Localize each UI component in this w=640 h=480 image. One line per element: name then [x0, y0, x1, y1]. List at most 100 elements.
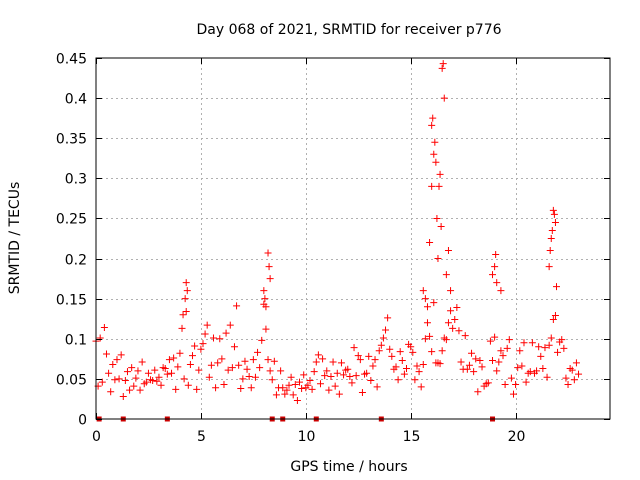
data-point — [365, 352, 373, 360]
data-point — [214, 359, 222, 367]
data-point — [163, 370, 171, 378]
data-point — [193, 385, 201, 393]
data-point — [300, 371, 308, 379]
data-point — [96, 334, 104, 342]
data-point — [545, 341, 553, 349]
data-point — [337, 359, 345, 367]
data-point — [195, 366, 203, 374]
data-point — [419, 360, 427, 368]
data-point — [558, 336, 566, 344]
data-point — [107, 388, 115, 396]
data-point — [153, 377, 161, 385]
data-point — [402, 364, 410, 372]
data-point — [327, 372, 335, 380]
data-point — [285, 381, 293, 389]
data-point — [235, 361, 243, 369]
data-point — [461, 332, 469, 340]
data-point — [287, 373, 295, 381]
data-point — [266, 275, 274, 283]
tick-labels: 0 0.05 0.1 0.15 0.2 0.25 0.3 0.35 0.4 0.45 0 5 10 15 2… — [56, 52, 526, 446]
x-axis-label: GPS time / hours — [290, 459, 407, 475]
data-point — [316, 380, 324, 388]
data-point — [546, 247, 554, 255]
data-point — [233, 302, 241, 310]
data-point — [417, 383, 425, 391]
data-point — [503, 344, 511, 352]
data-point — [392, 363, 400, 371]
data-point — [348, 379, 356, 387]
data-point — [191, 342, 199, 350]
data-point — [386, 345, 394, 353]
data-point — [507, 374, 515, 382]
data-point — [325, 386, 333, 394]
data-point — [172, 385, 180, 393]
data-point — [254, 348, 262, 356]
data-point — [518, 362, 526, 370]
y-tick-label: 0.45 — [56, 52, 87, 68]
data-point — [476, 356, 484, 364]
data-point — [262, 325, 270, 333]
data-point — [575, 370, 583, 378]
data-point — [388, 352, 396, 360]
data-point — [113, 356, 121, 364]
data-point — [545, 263, 553, 271]
data-point — [449, 324, 457, 332]
data-point — [149, 376, 157, 384]
data-point — [428, 182, 436, 190]
data-point — [413, 362, 421, 370]
y-axis-label: SRMTID / TECUs — [7, 182, 23, 295]
data-point — [543, 373, 551, 381]
data-point — [447, 307, 455, 315]
data-point — [226, 321, 234, 329]
data-point — [201, 330, 209, 338]
data-point — [537, 352, 545, 360]
plot-frame — [95, 57, 611, 420]
data-point — [220, 381, 228, 389]
data-point — [394, 376, 402, 384]
data-point — [306, 376, 314, 384]
data-point — [535, 343, 543, 351]
data-point — [134, 367, 142, 375]
data-point — [293, 397, 301, 405]
data-point — [373, 383, 381, 391]
data-point — [312, 358, 320, 366]
data-point — [182, 279, 190, 287]
data-point — [216, 335, 224, 343]
data-point — [356, 356, 364, 364]
y-tick-label: 0.25 — [56, 212, 87, 228]
data-point — [497, 287, 505, 295]
x-tick-label: 15 — [403, 429, 421, 445]
data-point — [251, 373, 259, 381]
data-point — [421, 335, 429, 343]
data-point — [442, 271, 450, 279]
data-point — [157, 381, 165, 389]
data-point — [444, 319, 452, 327]
data-point — [572, 359, 580, 367]
data-point — [514, 364, 522, 372]
data-point — [144, 369, 152, 377]
data-point — [409, 348, 417, 356]
data-point — [421, 295, 429, 303]
data-point — [522, 378, 530, 386]
data-point — [411, 376, 419, 384]
data-point — [352, 372, 360, 380]
data-point — [377, 341, 385, 349]
data-point — [241, 357, 249, 365]
y-tick-label: 0.1 — [65, 333, 87, 349]
data-point — [155, 373, 163, 381]
data-point — [262, 303, 270, 311]
data-point — [474, 388, 482, 396]
data-point — [174, 363, 182, 371]
data-point — [230, 343, 238, 351]
data-point — [426, 239, 434, 247]
data-point — [335, 390, 343, 398]
y-tick-label: 0.05 — [56, 373, 87, 389]
data-point — [539, 364, 547, 372]
data-point — [548, 226, 556, 234]
data-point — [283, 386, 291, 394]
data-point — [375, 347, 383, 355]
data-point — [323, 367, 331, 375]
data-point — [119, 393, 127, 401]
data-point — [182, 308, 190, 316]
